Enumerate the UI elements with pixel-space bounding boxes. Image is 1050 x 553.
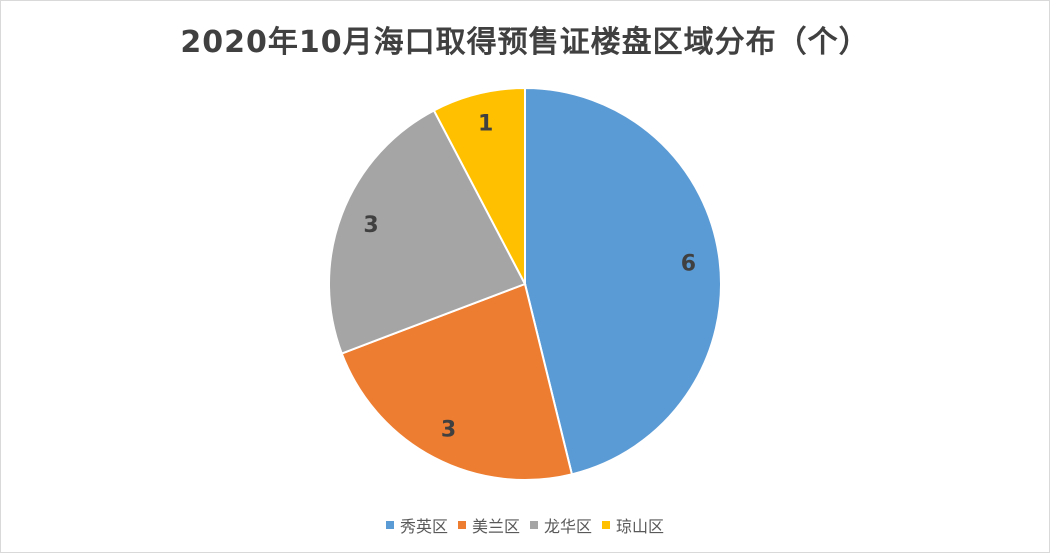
legend-label: 美兰区 [471,517,520,536]
pie-slice-2 [340,282,574,481]
pie-slice-4 [432,86,526,285]
pie-slice-1 [524,86,722,476]
chart-title: 2020年10月海口取得预售证楼盘区域分布（个） [180,25,870,60]
data-label-4: 1 [478,112,493,137]
legend-item-4: 琼山区 [602,513,664,537]
legend-label: 龙华区 [544,517,593,536]
legend-item-1: 秀英区 [385,513,448,537]
legend-item-3: 龙华区 [530,513,592,537]
legend-swatch [385,521,394,529]
data-label-3: 3 [363,213,378,238]
legend-label: 秀英区 [399,517,448,536]
legend: 秀英区 美兰区 龙华区 琼山区 [1,513,1049,537]
legend-swatch [457,521,466,529]
legend-swatch [530,521,538,529]
legend-swatch [602,521,611,529]
legend-label: 琼山区 [616,517,665,536]
data-label-2: 3 [441,417,456,442]
data-label-1: 6 [681,252,696,277]
legend-item-2: 美兰区 [457,513,520,537]
pie-slice-3 [328,109,527,355]
